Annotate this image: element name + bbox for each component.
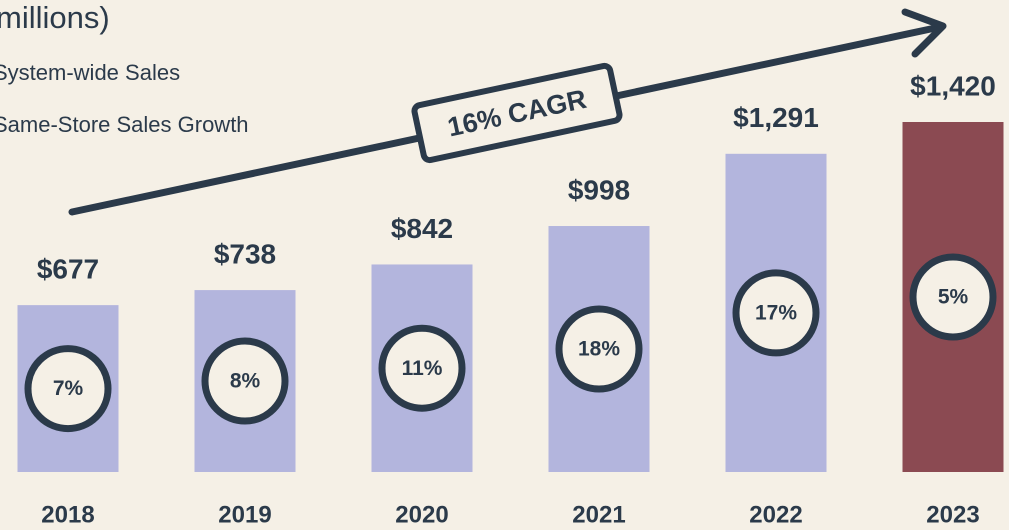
x-tick-label: 2019 [218,501,271,528]
cagr-box: 16% CAGR [411,62,623,164]
x-tick-label: 2023 [926,501,979,528]
growth-label: 18% [578,338,620,361]
legend-entry: Same-Store Sales Growth [0,112,249,137]
growth-badge [909,253,997,341]
growth-badge [378,324,466,412]
growth-label: 11% [402,357,443,380]
growth-badge [732,269,820,357]
growth-label: 5% [938,286,969,309]
growth-label: 8% [230,370,261,393]
x-tick-label: 2021 [572,501,625,528]
value-label: $677 [37,254,99,285]
legend-entry: System-wide Sales [0,60,180,85]
growth-badge [24,345,112,433]
growth-label: 17% [755,301,797,324]
value-label: $842 [391,213,453,244]
value-label: $998 [568,174,630,205]
x-tick-label: 2022 [749,501,802,528]
value-label: $1,420 [910,70,996,101]
growth-label: 7% [53,377,84,400]
value-label: $738 [214,238,276,269]
x-tick-label: 2020 [395,501,448,528]
value-label: $1,291 [733,102,819,133]
growth-badge [201,337,289,425]
growth-badge [555,305,643,393]
chart-title: millions) [0,0,110,35]
x-tick-label: 2018 [41,501,94,528]
